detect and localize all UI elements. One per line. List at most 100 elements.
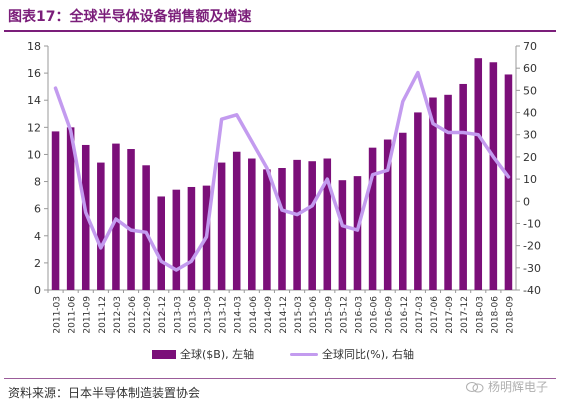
x-tick-label: 2013-09 bbox=[204, 296, 214, 334]
right-tick-label: -20 bbox=[523, 240, 541, 253]
x-tick-label: 2013-06 bbox=[188, 296, 198, 334]
chart-legend: 全球($B), 左轴 全球同比(%), 右轴 bbox=[0, 342, 562, 366]
title-divider bbox=[4, 30, 556, 32]
right-tick-label: 70 bbox=[523, 40, 537, 53]
right-tick-label: 30 bbox=[523, 129, 537, 142]
x-tick-label: 2013-03 bbox=[173, 296, 183, 334]
wechat-icon bbox=[465, 381, 484, 392]
bar bbox=[323, 158, 332, 290]
right-tick-label: 20 bbox=[523, 151, 537, 164]
x-tick-label: 2018-09 bbox=[505, 296, 515, 334]
bar-line-combo-chart: 0 2 4 6 8 10 12 14 16 18 -40 -30 -20 -10 0 10 20 30 40 50 60… bbox=[27, 40, 541, 334]
x-tick-label: 2012-12 bbox=[158, 296, 168, 334]
legend-item-bar: 全球($B), 左轴 bbox=[152, 346, 254, 362]
legend-label-line: 全球同比(%), 右轴 bbox=[322, 348, 415, 361]
legend-swatch-line bbox=[290, 352, 318, 356]
bar bbox=[142, 165, 150, 290]
x-tick-label: 2011-09 bbox=[83, 296, 93, 334]
bar bbox=[444, 94, 452, 290]
bar bbox=[187, 186, 196, 290]
legend-item-line: 全球同比(%), 右轴 bbox=[290, 346, 414, 362]
x-tick-label: 2017-06 bbox=[430, 296, 440, 334]
x-tick-label: 2015-12 bbox=[339, 296, 349, 334]
x-tick-label: 2012-09 bbox=[143, 296, 153, 334]
figure-title: 图表17：全球半导体设备销售额及增速 bbox=[8, 9, 252, 25]
x-tick-label: 2015-09 bbox=[324, 296, 334, 334]
bar bbox=[127, 149, 135, 290]
bar bbox=[112, 143, 120, 290]
bar bbox=[429, 97, 437, 290]
x-tick-label: 2018-03 bbox=[475, 296, 485, 334]
bar bbox=[353, 176, 362, 290]
x-tick-label: 2016-09 bbox=[385, 296, 395, 334]
left-tick-label: 12 bbox=[27, 121, 41, 134]
bar bbox=[399, 132, 407, 290]
x-tick-label: 2013-12 bbox=[219, 296, 229, 334]
bar bbox=[489, 62, 498, 291]
bar bbox=[81, 144, 90, 290]
bar bbox=[504, 74, 513, 290]
bar bbox=[172, 189, 181, 290]
x-tick-label: 2014-03 bbox=[234, 296, 244, 334]
figure-header: 图表17：全球半导体设备销售额及增速 bbox=[0, 0, 562, 32]
growth-line bbox=[53, 70, 511, 272]
right-tick-label: 0 bbox=[523, 195, 530, 208]
x-tick-label: 2014-09 bbox=[264, 296, 274, 334]
x-tick-label: 2012-06 bbox=[128, 296, 138, 334]
bar bbox=[308, 161, 316, 290]
bar bbox=[51, 131, 60, 290]
right-tick-label: 50 bbox=[523, 84, 537, 97]
left-tick-label: 18 bbox=[27, 40, 41, 53]
legend-label-bar: 全球($B), 左轴 bbox=[180, 348, 255, 361]
bar bbox=[338, 180, 347, 290]
bar bbox=[293, 159, 301, 290]
bar bbox=[414, 112, 422, 290]
x-tick-label: 2017-12 bbox=[460, 296, 470, 334]
x-tick-label: 2016-06 bbox=[370, 296, 380, 334]
watermark-text: 杨明辉电子 bbox=[487, 380, 548, 394]
left-tick-label: 10 bbox=[27, 148, 41, 161]
bar bbox=[217, 162, 226, 290]
bar bbox=[248, 158, 256, 290]
left-tick-label: 2 bbox=[34, 257, 41, 270]
bar bbox=[383, 139, 392, 290]
right-tick-label: -30 bbox=[523, 262, 541, 275]
right-tick-label: 10 bbox=[523, 173, 537, 186]
x-tick-label: 2012-03 bbox=[113, 296, 123, 334]
left-tick-label: 14 bbox=[27, 94, 41, 107]
x-tick-label: 2014-06 bbox=[249, 296, 259, 334]
left-tick-label: 4 bbox=[34, 230, 41, 243]
right-tick-label: 60 bbox=[523, 62, 537, 75]
x-tick-label: 2011-03 bbox=[53, 296, 63, 334]
x-tick-label: 2014-12 bbox=[279, 296, 289, 334]
bar bbox=[66, 127, 75, 290]
x-tick-label: 2017-03 bbox=[415, 296, 425, 334]
x-tick-label: 2011-12 bbox=[98, 296, 108, 334]
x-tick-label: 2018-06 bbox=[490, 296, 500, 334]
x-tick-label: 2017-09 bbox=[445, 296, 455, 334]
source-note: 资料来源：日本半导体制造装置协会 bbox=[8, 386, 201, 400]
x-tick-label: 2015-06 bbox=[309, 296, 319, 334]
right-tick-label: -10 bbox=[523, 217, 541, 230]
left-tick-label: 0 bbox=[34, 284, 41, 297]
left-tick-label: 16 bbox=[27, 67, 41, 80]
x-tick-label: 2016-03 bbox=[354, 296, 364, 334]
bar bbox=[232, 151, 241, 290]
x-tick-label: 2015-03 bbox=[294, 296, 304, 334]
bar bbox=[97, 162, 105, 290]
watermark: 杨明辉电子 bbox=[465, 378, 548, 395]
bar bbox=[263, 169, 271, 290]
right-tick-label: 40 bbox=[523, 107, 537, 120]
x-tick-label: 2016-12 bbox=[400, 296, 410, 334]
chart-area: 0 2 4 6 8 10 12 14 16 18 -40 -30 -20 -10 0 10 20 30 40 50 60… bbox=[0, 32, 562, 372]
bar bbox=[474, 58, 483, 291]
left-tick-label: 8 bbox=[34, 176, 41, 189]
bar bbox=[368, 147, 377, 290]
left-tick-label: 6 bbox=[34, 203, 41, 216]
bar bbox=[459, 83, 467, 290]
source-divider bbox=[4, 378, 556, 379]
legend-swatch-bar bbox=[152, 349, 176, 359]
right-tick-label: -40 bbox=[523, 284, 541, 297]
bar bbox=[278, 168, 286, 290]
bar bbox=[157, 196, 165, 290]
